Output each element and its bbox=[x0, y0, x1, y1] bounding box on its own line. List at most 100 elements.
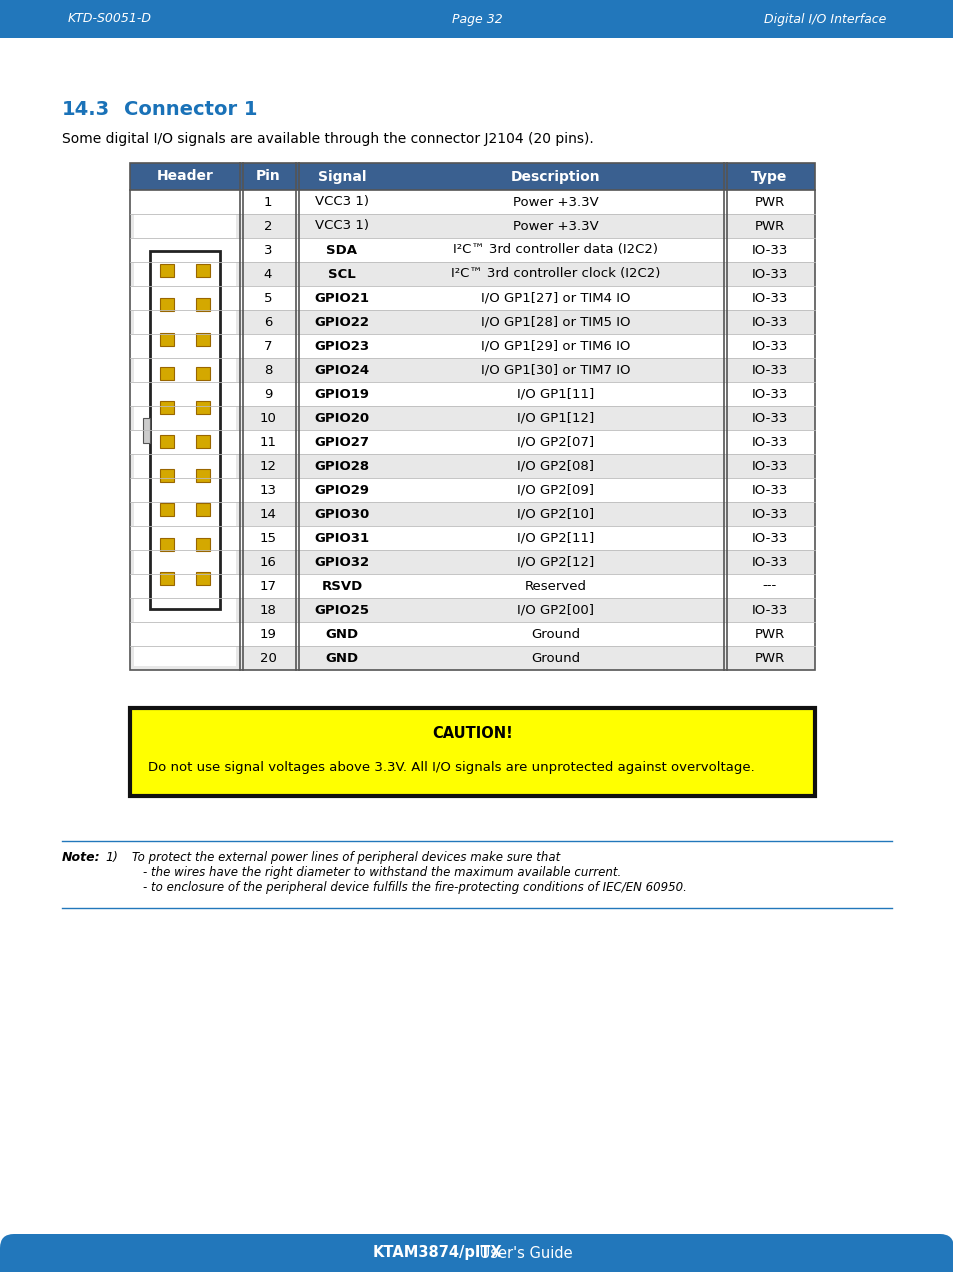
Text: I/O GP2[00]: I/O GP2[00] bbox=[517, 603, 594, 617]
Text: 1: 1 bbox=[263, 196, 272, 209]
Bar bbox=[130, 190, 814, 214]
Text: I/O GP1[12]: I/O GP1[12] bbox=[517, 412, 594, 425]
Text: Pin: Pin bbox=[255, 169, 280, 183]
Text: GPIO22: GPIO22 bbox=[314, 315, 369, 328]
Bar bbox=[130, 163, 814, 670]
Text: IO-33: IO-33 bbox=[751, 267, 787, 281]
Bar bbox=[130, 622, 814, 646]
Text: GPIO21: GPIO21 bbox=[314, 291, 369, 304]
Text: VCC3 1): VCC3 1) bbox=[314, 220, 369, 233]
Bar bbox=[130, 286, 814, 310]
Text: 19: 19 bbox=[259, 627, 276, 641]
Text: I/O GP2[08]: I/O GP2[08] bbox=[517, 459, 594, 472]
Bar bbox=[195, 504, 210, 516]
Text: I/O GP1[27] or TIM4 IO: I/O GP1[27] or TIM4 IO bbox=[480, 291, 630, 304]
Bar bbox=[195, 401, 210, 413]
Text: GPIO31: GPIO31 bbox=[314, 532, 369, 544]
Text: Ground: Ground bbox=[531, 627, 580, 641]
Bar bbox=[195, 265, 210, 277]
Bar bbox=[130, 214, 814, 238]
Text: IO-33: IO-33 bbox=[751, 388, 787, 401]
FancyBboxPatch shape bbox=[0, 0, 953, 38]
Bar bbox=[195, 435, 210, 448]
FancyBboxPatch shape bbox=[0, 1234, 953, 1272]
Text: GND: GND bbox=[325, 651, 358, 664]
Text: PWR: PWR bbox=[754, 627, 783, 641]
Text: 3: 3 bbox=[263, 243, 272, 257]
Text: I²C™ 3rd controller data (I2C2): I²C™ 3rd controller data (I2C2) bbox=[453, 243, 658, 257]
Bar bbox=[130, 357, 814, 382]
Text: Note:: Note: bbox=[62, 851, 100, 864]
Text: IO-33: IO-33 bbox=[751, 556, 787, 569]
Text: I/O GP1[29] or TIM6 IO: I/O GP1[29] or TIM6 IO bbox=[481, 340, 630, 352]
Text: 11: 11 bbox=[259, 435, 276, 449]
Text: I/O GP1[11]: I/O GP1[11] bbox=[517, 388, 594, 401]
Text: 18: 18 bbox=[259, 603, 276, 617]
Text: 5: 5 bbox=[263, 291, 272, 304]
Bar bbox=[130, 406, 814, 430]
Text: SCL: SCL bbox=[328, 267, 355, 281]
Bar bbox=[160, 333, 173, 346]
Text: Description: Description bbox=[511, 169, 600, 183]
Text: 10: 10 bbox=[259, 412, 276, 425]
Text: PWR: PWR bbox=[754, 651, 783, 664]
Text: IO-33: IO-33 bbox=[751, 532, 787, 544]
Text: KTAM3874/pITX: KTAM3874/pITX bbox=[373, 1245, 502, 1261]
Text: Reserved: Reserved bbox=[524, 580, 586, 593]
Bar bbox=[160, 504, 173, 516]
Bar bbox=[130, 527, 814, 550]
Bar bbox=[130, 238, 814, 262]
Text: KTAM3874/pITX User's Guide: KTAM3874/pITX User's Guide bbox=[372, 1245, 581, 1261]
Text: Power +3.3V: Power +3.3V bbox=[513, 196, 598, 209]
Bar bbox=[0, 0, 953, 38]
Text: - to enclosure of the peripheral device fulfills the fire-protecting conditions : - to enclosure of the peripheral device … bbox=[143, 881, 686, 894]
Text: Digital I/O Interface: Digital I/O Interface bbox=[762, 13, 885, 25]
Text: Page 32: Page 32 bbox=[451, 13, 502, 25]
Text: Some digital I/O signals are available through the connector J2104 (20 pins).: Some digital I/O signals are available t… bbox=[62, 132, 593, 146]
Text: I/O GP2[10]: I/O GP2[10] bbox=[517, 508, 594, 520]
Text: I/O GP2[11]: I/O GP2[11] bbox=[517, 532, 594, 544]
Text: 14.3: 14.3 bbox=[62, 100, 110, 120]
Text: 16: 16 bbox=[259, 556, 276, 569]
Text: 2: 2 bbox=[263, 220, 272, 233]
Bar bbox=[143, 417, 150, 443]
Text: GPIO28: GPIO28 bbox=[314, 459, 369, 472]
Bar bbox=[130, 598, 814, 622]
Text: 17: 17 bbox=[259, 580, 276, 593]
Text: GPIO20: GPIO20 bbox=[314, 412, 369, 425]
Text: GPIO19: GPIO19 bbox=[314, 388, 369, 401]
Bar bbox=[130, 163, 814, 190]
Text: IO-33: IO-33 bbox=[751, 483, 787, 496]
Text: 15: 15 bbox=[259, 532, 276, 544]
Bar bbox=[160, 401, 173, 413]
Bar bbox=[130, 478, 814, 502]
Text: GPIO25: GPIO25 bbox=[314, 603, 369, 617]
Text: Ground: Ground bbox=[531, 651, 580, 664]
Text: PWR: PWR bbox=[754, 196, 783, 209]
Bar bbox=[195, 333, 210, 346]
Bar bbox=[160, 299, 173, 312]
Text: 14: 14 bbox=[259, 508, 276, 520]
Text: ---: --- bbox=[761, 580, 776, 593]
Text: Type: Type bbox=[751, 169, 787, 183]
Text: IO-33: IO-33 bbox=[751, 243, 787, 257]
Bar bbox=[160, 538, 173, 551]
Text: 1): 1) bbox=[105, 851, 118, 864]
Bar bbox=[195, 366, 210, 380]
Bar bbox=[130, 335, 814, 357]
Bar bbox=[195, 538, 210, 551]
Bar bbox=[160, 265, 173, 277]
Text: 8: 8 bbox=[264, 364, 272, 377]
Bar bbox=[195, 299, 210, 312]
Text: 7: 7 bbox=[263, 340, 272, 352]
Bar bbox=[130, 502, 814, 527]
Text: I/O GP2[09]: I/O GP2[09] bbox=[517, 483, 594, 496]
Text: IO-33: IO-33 bbox=[751, 340, 787, 352]
Text: IO-33: IO-33 bbox=[751, 291, 787, 304]
Text: GPIO24: GPIO24 bbox=[314, 364, 369, 377]
Text: 9: 9 bbox=[264, 388, 272, 401]
Text: 6: 6 bbox=[264, 315, 272, 328]
Text: GPIO29: GPIO29 bbox=[314, 483, 369, 496]
Text: GPIO30: GPIO30 bbox=[314, 508, 369, 520]
Text: IO-33: IO-33 bbox=[751, 435, 787, 449]
